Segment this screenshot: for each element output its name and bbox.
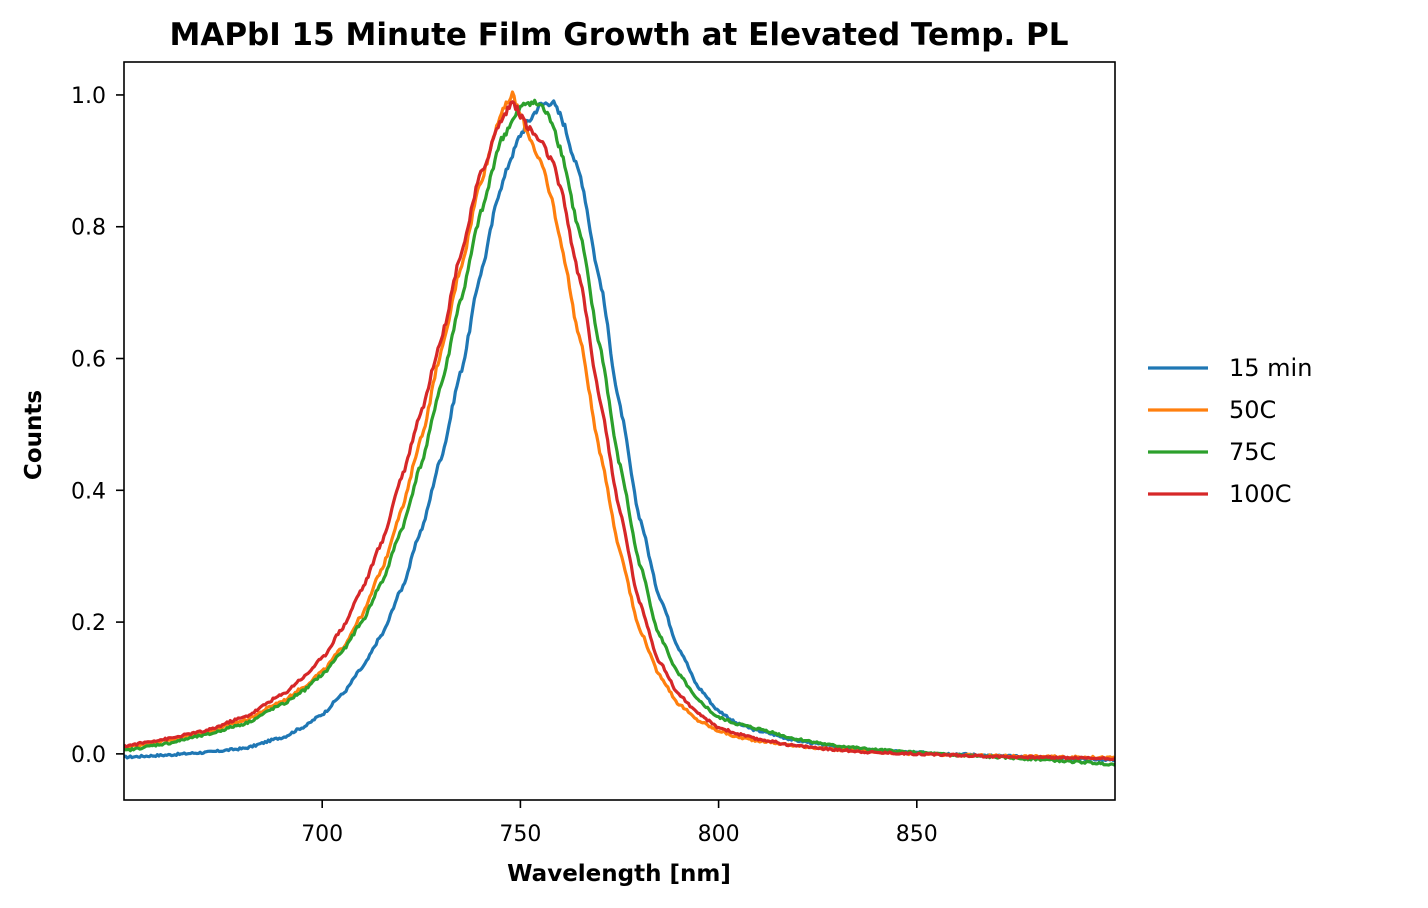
y-tick-label: 0.8 [71, 216, 106, 241]
y-tick-label: 0.0 [71, 743, 106, 768]
y-tick-label: 0.4 [71, 479, 106, 504]
x-tick-label: 750 [499, 822, 541, 847]
series-line-75c [124, 98, 1115, 767]
y-tick-label: 0.2 [71, 611, 106, 636]
x-tick-label: 850 [896, 822, 938, 847]
chart-title: MAPbI 15 Minute Film Growth at Elevated … [169, 17, 1068, 53]
x-axis-label: Wavelength [nm] [507, 861, 731, 887]
plot-frame [123, 61, 1116, 801]
series-line-50c [124, 90, 1115, 761]
legend-label: 15 min [1229, 354, 1312, 382]
series-line-100c [124, 100, 1115, 762]
legend-label: 50C [1229, 396, 1276, 424]
x-axis: 700 750 800 850 [301, 800, 938, 847]
legend-label: 100C [1229, 480, 1292, 508]
series-layer [124, 90, 1115, 767]
y-axis: 0.0 0.2 0.4 0.6 0.8 1.0 [71, 84, 124, 768]
y-axis-label: Counts [21, 390, 47, 480]
series-line-15-min [124, 99, 1115, 763]
y-tick-label: 1.0 [71, 84, 106, 109]
y-tick-label: 0.6 [71, 348, 106, 373]
legend: 15 min 50C 75C 100C [1148, 354, 1312, 508]
x-tick-label: 800 [698, 822, 740, 847]
legend-label: 75C [1229, 438, 1276, 466]
x-tick-label: 700 [301, 822, 343, 847]
